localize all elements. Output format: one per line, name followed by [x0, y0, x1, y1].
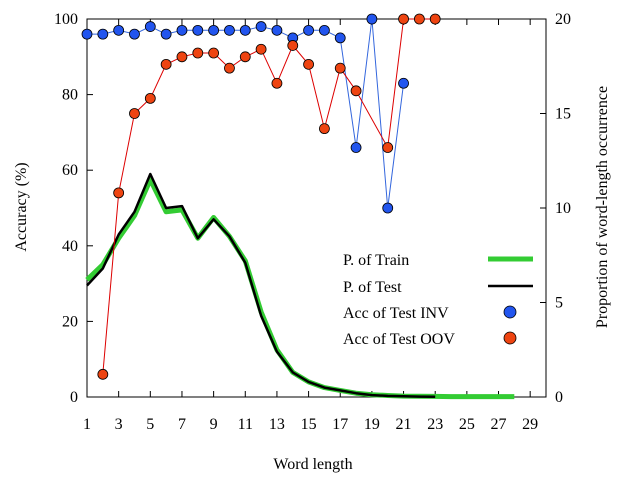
legend-swatch-inv — [503, 305, 517, 319]
point-inv — [366, 13, 378, 25]
x-tick-label: 17 — [332, 416, 348, 433]
y-axis-label-right: Proportion of word-length occurrence — [594, 86, 611, 328]
legend-label: P. of Train — [343, 252, 409, 269]
x-tick-label: 23 — [427, 416, 443, 433]
point-oov — [113, 187, 125, 199]
point-oov — [334, 62, 346, 74]
point-inv — [176, 24, 188, 36]
y-left-tick-label: 20 — [62, 313, 78, 330]
series-line-test — [86, 172, 436, 399]
point-inv — [239, 24, 251, 36]
point-inv — [319, 24, 330, 36]
x-tick-label: 11 — [238, 416, 253, 433]
point-inv — [97, 28, 109, 40]
point-inv — [144, 21, 156, 32]
x-tick-label: 5 — [146, 416, 154, 433]
point-oov — [239, 51, 251, 63]
point-oov — [287, 40, 299, 51]
point-oov — [176, 51, 188, 63]
x-axis-label: Word length — [273, 456, 352, 473]
point-inv — [350, 142, 362, 153]
point-oov — [319, 123, 330, 135]
x-tick-label: 25 — [459, 416, 475, 433]
y-left-tick-label: 0 — [70, 389, 78, 406]
x-tick-label: 9 — [210, 416, 218, 433]
point-inv — [160, 28, 172, 40]
point-oov — [398, 13, 409, 25]
y-right-tick-label: 20 — [555, 11, 571, 28]
point-oov — [271, 77, 283, 89]
y-left-tick-label: 80 — [62, 87, 78, 104]
point-oov — [208, 47, 220, 59]
x-tick-label: 13 — [269, 416, 285, 433]
point-oov — [97, 368, 109, 380]
point-oov — [144, 92, 156, 104]
point-oov — [413, 13, 425, 25]
legend-swatch-oov — [503, 331, 517, 345]
x-tick-label: 27 — [491, 416, 507, 433]
y-right-tick-label: 0 — [555, 389, 563, 406]
point-inv — [192, 24, 204, 36]
legend: P. of Train P. of Test Acc of Test INV Acc … — [343, 252, 533, 348]
point-inv — [303, 24, 314, 36]
point-inv — [382, 202, 394, 214]
y-right-tick-label: 15 — [555, 106, 571, 123]
point-inv — [113, 24, 125, 36]
point-inv — [398, 77, 409, 89]
x-tick-label: 15 — [301, 416, 317, 433]
point-oov — [192, 47, 204, 59]
axis-ticks: 1 3 5 7 9 11 13 15 17 19 21 23 25 27 29020406080100051… — [54, 11, 571, 433]
point-inv — [81, 28, 93, 40]
point-inv — [208, 24, 220, 36]
x-tick-label: 7 — [178, 416, 186, 433]
point-oov — [129, 108, 140, 119]
y-right-tick-label: 5 — [555, 295, 563, 312]
point-oov — [160, 58, 172, 70]
point-inv — [271, 24, 283, 36]
point-inv — [129, 28, 140, 40]
legend-label: Acc of Test OOV — [343, 331, 455, 348]
x-tick-label: 19 — [364, 416, 380, 433]
x-tick-label: 21 — [396, 416, 412, 433]
point-oov — [382, 142, 394, 153]
legend-label: Acc of Test INV — [343, 305, 449, 322]
legend-label: P. of Test — [343, 279, 402, 296]
point-oov — [303, 58, 314, 70]
point-oov — [350, 85, 362, 97]
y-left-tick-label: 60 — [62, 162, 78, 179]
series-layer — [81, 13, 515, 400]
plot-border — [86, 18, 547, 398]
y-left-tick-label: 40 — [62, 238, 78, 255]
point-oov — [429, 13, 441, 25]
point-oov — [224, 62, 235, 74]
x-tick-label: 3 — [115, 416, 123, 433]
x-tick-label: 1 — [83, 416, 91, 433]
x-tick-label: 29 — [522, 416, 538, 433]
y-axis-label-left: Accuracy (%) — [13, 162, 30, 251]
point-inv — [224, 24, 235, 36]
point-inv — [255, 21, 267, 32]
point-inv — [334, 32, 346, 44]
y-right-tick-label: 10 — [555, 200, 571, 217]
series-line-train — [85, 177, 515, 400]
plot-frame — [86, 18, 547, 398]
y-left-tick-label: 100 — [54, 11, 78, 28]
point-oov — [255, 43, 267, 55]
